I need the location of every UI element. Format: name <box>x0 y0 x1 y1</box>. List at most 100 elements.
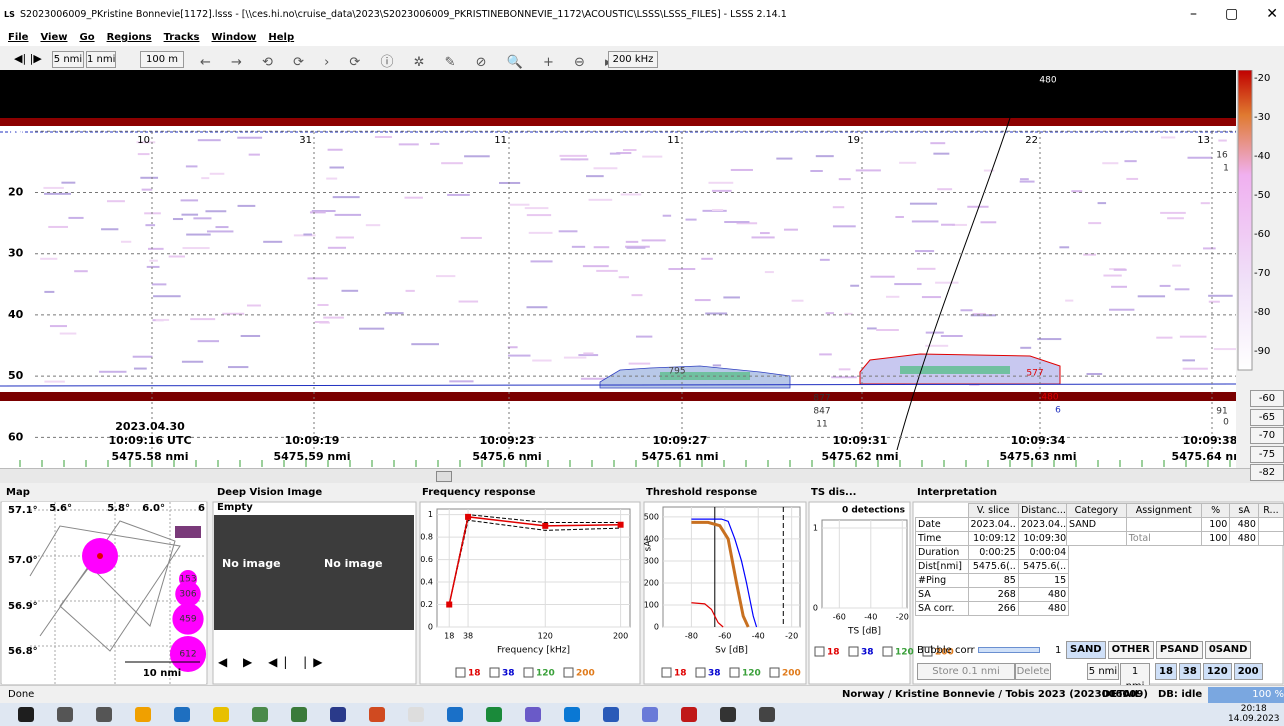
menu-item[interactable]: Tracks <box>163 32 200 43</box>
echo-speck <box>616 152 632 155</box>
echo-speck <box>435 275 456 278</box>
category-button[interactable]: OTHER <box>1107 641 1154 659</box>
x-tick-label: -60 <box>833 613 846 622</box>
taskbar-icon[interactable] <box>564 707 580 722</box>
clock[interactable]: 20:18 14.09.2023 <box>1228 704 1280 724</box>
time-label: 10:09:16 UTC <box>108 434 191 447</box>
store-button[interactable]: Store 0.1 nmi <box>917 663 1015 680</box>
distance-button[interactable]: 5 nmi <box>1087 663 1119 680</box>
frequency-button[interactable]: 120 <box>1202 663 1232 680</box>
echo-speck <box>1182 359 1195 362</box>
echo-speck <box>915 250 935 253</box>
bubble-slider[interactable] <box>978 647 1040 653</box>
echo-speck <box>1065 299 1074 302</box>
taskbar-icon[interactable] <box>486 707 502 722</box>
echo-speck <box>1124 160 1137 163</box>
channel-checkbox[interactable] <box>523 667 534 678</box>
image-box: No image No image <box>214 515 414 630</box>
menu-item[interactable]: Window <box>211 32 257 43</box>
taskbar-icon[interactable] <box>720 707 736 722</box>
surface-red <box>0 118 1236 126</box>
taskbar-icon[interactable] <box>525 707 541 722</box>
taskbar-icon[interactable] <box>135 707 151 722</box>
menu-item[interactable]: Go <box>79 32 95 43</box>
channel-checkbox[interactable] <box>489 667 500 678</box>
frequency-button[interactable]: 38 <box>1178 663 1201 680</box>
echo-speck <box>810 170 823 173</box>
threshold-button[interactable]: -75 <box>1250 445 1284 463</box>
taskbar-icon[interactable] <box>174 707 190 722</box>
category-button[interactable]: SAND <box>1066 641 1106 659</box>
echo-speck <box>449 380 474 383</box>
taskbar-icon[interactable] <box>759 707 775 722</box>
taskbar-icon[interactable] <box>252 707 268 722</box>
echo-speck <box>526 306 548 309</box>
threshold-button[interactable]: -65 <box>1250 408 1284 426</box>
channel-checkbox[interactable] <box>814 646 825 657</box>
taskbar-icon[interactable] <box>603 707 619 722</box>
channel-checkbox[interactable] <box>563 667 574 678</box>
scrollbar[interactable] <box>0 468 1284 483</box>
assignment-slider[interactable] <box>1125 517 1202 532</box>
distance-button[interactable]: 5 nmi <box>52 51 84 68</box>
taskbar-icon[interactable] <box>681 707 697 722</box>
x-axis-label: TS [dB] <box>847 627 881 637</box>
channel-checkbox[interactable] <box>922 646 933 657</box>
distance-button[interactable]: 1 nmi <box>86 51 116 68</box>
channel-checkbox[interactable] <box>695 667 706 678</box>
play-icons[interactable]: ◀| |▶ <box>14 52 42 65</box>
nav-icons[interactable]: ← → ⟲ ⟳ › ⟳ ⓘ ✲ ✎ ⊘ 🔍 + ⊖ ▸ <box>200 55 620 70</box>
echo-speck <box>1208 300 1220 303</box>
echo-speck <box>1083 253 1096 256</box>
menu-item[interactable]: Regions <box>106 32 152 43</box>
category-button[interactable]: PSAND <box>1155 641 1203 659</box>
threshold-button[interactable]: -70 <box>1250 427 1284 444</box>
taskbar-icon[interactable] <box>369 707 385 722</box>
channel-checkbox[interactable] <box>769 667 780 678</box>
echo-speck <box>411 343 439 346</box>
channel-checkbox[interactable] <box>661 667 672 678</box>
taskbar-icon[interactable] <box>447 707 463 722</box>
channel-checkbox[interactable] <box>455 667 466 678</box>
echo-speck <box>384 312 404 315</box>
taskbar-icon[interactable] <box>213 707 229 722</box>
category-button[interactable]: 0SAND <box>1204 641 1252 659</box>
taskbar-icon[interactable] <box>291 707 307 722</box>
echo-speck <box>430 142 440 145</box>
menu-item[interactable]: Help <box>268 32 295 43</box>
frequency-select[interactable]: 200 kHz <box>608 51 658 68</box>
threshold-button[interactable]: -60 <box>1250 390 1284 407</box>
echo-speck <box>317 303 329 306</box>
frequency-button[interactable]: 200 <box>1233 663 1263 680</box>
column-header: Assignment <box>1125 503 1202 518</box>
taskbar-icon[interactable] <box>96 707 112 722</box>
image-nav[interactable]: ◀ ▶ ◀| |▶ <box>218 655 329 669</box>
echo-speck <box>1174 288 1190 291</box>
channel-checkbox[interactable] <box>848 646 859 657</box>
school-core <box>660 372 750 380</box>
threshold-button[interactable]: -82 <box>1250 464 1284 481</box>
echo-speck <box>844 312 853 315</box>
menu-item[interactable]: View <box>40 32 68 43</box>
channel-checkbox[interactable] <box>882 646 893 657</box>
taskbar-icon[interactable] <box>642 707 658 722</box>
window-controls[interactable]: –▢✕ <box>1190 6 1278 22</box>
category-buttons: SAND OTHER PSAND 0SAND <box>1066 641 1253 659</box>
lon-label: 6 <box>198 503 205 514</box>
range-select[interactable]: 100 m <box>140 51 184 68</box>
cruise-info: Norway / Kristine Bonnevie / Tobis 2023 … <box>842 689 1148 700</box>
delete-button[interactable]: Delete <box>1015 663 1051 680</box>
frequency-button[interactable]: 18 <box>1155 663 1177 680</box>
taskbar-icon[interactable] <box>18 707 34 722</box>
echo-speck <box>571 245 586 248</box>
taskbar-icon[interactable] <box>330 707 346 722</box>
scroll-thumb[interactable] <box>436 471 452 482</box>
echo-speck <box>327 246 347 249</box>
echo-speck <box>642 155 663 158</box>
status-text: Done <box>8 689 35 700</box>
channel-checkbox[interactable] <box>729 667 740 678</box>
menu-item[interactable]: File <box>8 32 29 43</box>
taskbar-icon[interactable] <box>408 707 424 722</box>
taskbar-icon[interactable] <box>57 707 73 722</box>
